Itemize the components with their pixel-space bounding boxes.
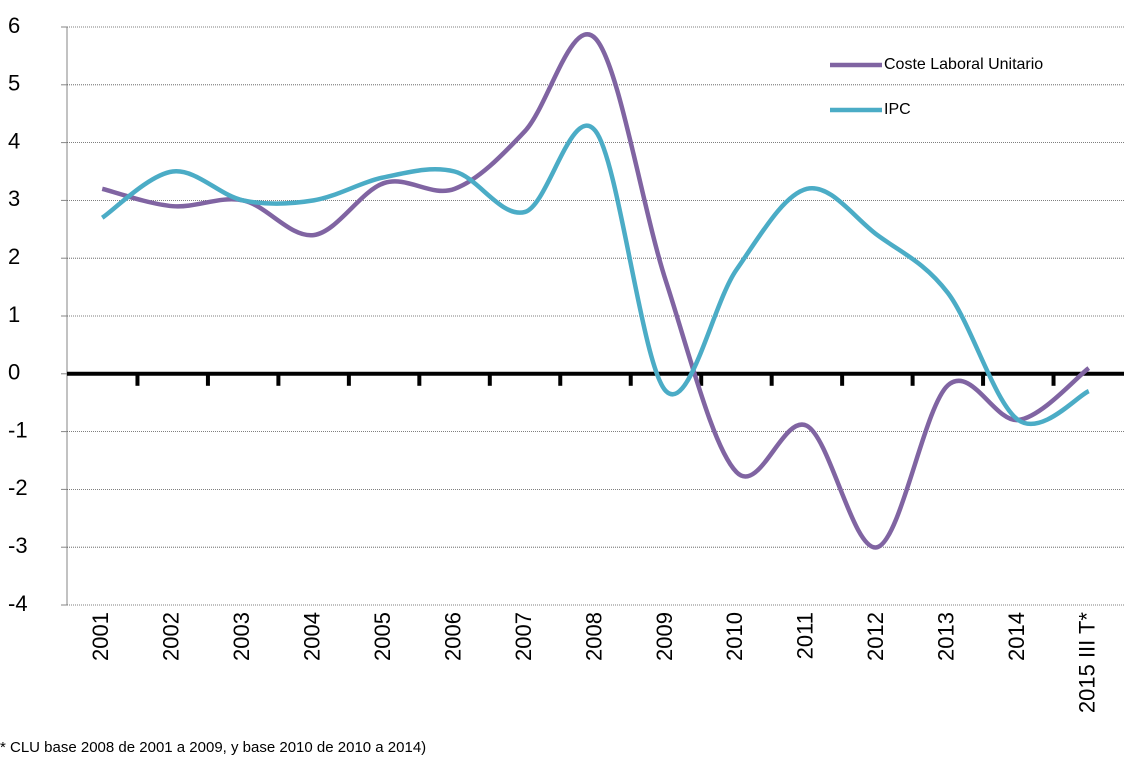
y-tick-label: -3 (8, 533, 28, 558)
x-tick-label: 2002 (159, 612, 184, 661)
y-tick-label: -1 (8, 417, 28, 442)
legend-label: Coste Laboral Unitario (884, 56, 1043, 73)
x-tick-label: 2004 (299, 612, 324, 661)
x-tick-label: 2009 (652, 612, 677, 661)
x-tick-label: 2015 III T* (1075, 612, 1100, 714)
x-tick-label: 2013 (934, 612, 959, 661)
y-tick-label: 3 (8, 186, 20, 211)
x-tick-label: 2005 (370, 612, 395, 661)
x-tick-label: 2001 (88, 612, 113, 661)
legend-label: IPC (884, 101, 911, 118)
x-tick-label: 2012 (863, 612, 888, 661)
y-tick-label: 1 (8, 302, 20, 327)
x-tick-label: 2011 (793, 612, 818, 659)
y-tick-label: 4 (8, 128, 20, 153)
y-tick-label: -4 (8, 591, 28, 616)
x-tick-label: 2008 (581, 612, 606, 661)
y-tick-label: 0 (8, 360, 20, 385)
x-tick-label: 2003 (229, 612, 254, 661)
series-line (101, 32, 1091, 550)
x-tick-label: 2010 (722, 612, 747, 661)
x-tick-label: 2007 (511, 612, 536, 661)
y-tick-label: 5 (8, 71, 20, 96)
series-line (100, 123, 1090, 427)
y-tick-label: 2 (8, 244, 20, 269)
footnote: * CLU base 2008 de 2001 a 2009, y base 2… (0, 739, 426, 756)
x-tick-label: 2014 (1004, 612, 1029, 661)
y-tick-label: 6 (8, 13, 20, 38)
x-tick-label: 2006 (440, 612, 465, 661)
y-tick-label: -2 (8, 475, 28, 500)
